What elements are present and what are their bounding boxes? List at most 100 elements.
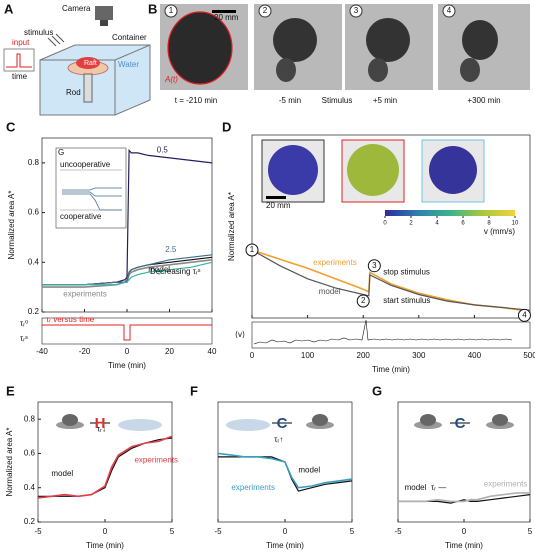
x-tick-label: 300 — [412, 351, 426, 360]
annotation: τᵣ versus time — [46, 315, 95, 324]
x-axis-title: Time (min) — [86, 541, 124, 550]
x-tick-label: 100 — [301, 351, 315, 360]
step-marker — [356, 294, 370, 308]
series-label: model — [51, 469, 73, 478]
panel-label: B — [148, 1, 157, 16]
frame-number-badge — [164, 4, 178, 18]
step-marker-label: 4 — [522, 310, 527, 319]
y-axis-title: Normalized area A* — [227, 192, 236, 261]
annotation: ⟨v⟩ — [235, 330, 245, 339]
plot-frame — [251, 134, 531, 319]
transition-symbol: C — [455, 415, 466, 432]
series-label: model — [298, 466, 320, 475]
rod — [83, 73, 93, 103]
series-line — [38, 437, 173, 497]
colorbar-tick-label: 6 — [461, 221, 465, 227]
annotation: τᵣ↓ — [97, 425, 106, 434]
series-line — [42, 261, 213, 286]
series-line — [217, 452, 353, 489]
frame-caption: +5 min — [373, 96, 397, 105]
panel-label: E — [6, 383, 15, 398]
frame-caption: t = -210 min — [175, 96, 217, 105]
x-axis-title: Time (min) — [108, 361, 146, 370]
annotation: cooperative — [60, 212, 102, 221]
series-label: experiments — [231, 483, 275, 492]
x-tick-label: 0 — [125, 347, 130, 356]
colorbar-tick-label: 2 — [409, 221, 413, 227]
icons — [56, 414, 514, 431]
series-line — [37, 435, 173, 499]
raft-label: Raft — [84, 60, 97, 67]
raft-blob — [273, 18, 317, 62]
frame-number: 4 — [447, 6, 452, 15]
step-marker — [245, 243, 259, 257]
x-tick-label: -5 — [34, 527, 42, 536]
x-tick-label: -5 — [394, 527, 402, 536]
container — [39, 44, 151, 116]
time-label: time — [12, 72, 28, 81]
tau-trace — [42, 324, 212, 341]
heatmap — [268, 145, 318, 195]
y-tick-label: 0.8 — [28, 158, 40, 167]
y-tick-label: 0.4 — [24, 483, 36, 492]
raft-blob — [368, 58, 388, 82]
scale-bar-label: 20 mm — [214, 13, 239, 22]
frame-number-badge — [258, 4, 272, 18]
colorbar-tick-label: 0 — [383, 221, 387, 227]
x-tick-label: 400 — [468, 351, 482, 360]
frame-number: 3 — [354, 6, 359, 15]
series-label: 0.5 — [157, 146, 169, 155]
x-axis-title: Time (min) — [372, 365, 410, 374]
colorbar — [385, 210, 515, 216]
water-label: Water — [118, 60, 139, 69]
series-line — [251, 249, 531, 311]
x-tick-label: 200 — [357, 351, 371, 360]
annotation: τᵣ↑ — [274, 435, 283, 444]
panel-a: A Camera stimulus input time Container R… — [3, 1, 151, 116]
panel-label: F — [190, 383, 198, 398]
x-axis-title: Time (min) — [266, 541, 304, 550]
frame-number-badge — [349, 4, 363, 18]
x-tick-label: 5 — [528, 527, 533, 536]
inset-curves — [62, 187, 122, 211]
y-tick-label: 0.6 — [24, 449, 36, 458]
x-tick-label: 0 — [283, 527, 288, 536]
camera-icon — [95, 6, 113, 20]
series-label: 2.5 — [165, 245, 177, 254]
camera-lens — [100, 20, 108, 26]
light-rays — [47, 33, 65, 47]
y-tick-label: 0.2 — [28, 307, 40, 316]
stimulus-caption: Stimulus — [322, 96, 353, 105]
annotation: start stimulus — [383, 296, 430, 305]
stimulus-label: stimulus — [24, 28, 53, 37]
panel-b: B A(t) 20 mm t = -210 min -5 min Stimulu… — [148, 1, 530, 105]
step-marker — [367, 259, 381, 273]
annotation: 20 mm — [266, 201, 291, 210]
y-axis-title: Normalized area A* — [7, 191, 16, 260]
y-axis-title: Normalized area A* — [5, 428, 14, 497]
panel-label: C — [6, 119, 16, 134]
x-tick-label: 40 — [208, 347, 217, 356]
input-box — [3, 48, 35, 72]
x-tick-label: 0 — [250, 351, 255, 360]
annotation: uncooperative — [60, 160, 111, 169]
velocity-trace — [253, 319, 513, 345]
raft-blob — [462, 20, 498, 60]
panel-label: G — [372, 383, 382, 398]
frame: A(t) 20 mm — [160, 4, 248, 90]
annotation: τᵣ⁰ — [20, 319, 28, 328]
y-tick-label: 0.4 — [28, 257, 40, 266]
transition-symbol: C — [277, 415, 288, 432]
heatmap — [429, 146, 477, 194]
contour-label: A(t) — [164, 75, 178, 84]
x-tick-label: 20 — [165, 347, 174, 356]
raft-icon — [420, 414, 436, 426]
raft-blob — [167, 11, 233, 85]
input-label: input — [12, 38, 30, 47]
x-tick-label: 0 — [103, 527, 108, 536]
series-label: model — [148, 265, 170, 274]
annotation: G — [58, 148, 64, 157]
raft-icon — [312, 414, 328, 426]
series-label: model — [319, 287, 341, 296]
frame-number-badge — [442, 4, 456, 18]
